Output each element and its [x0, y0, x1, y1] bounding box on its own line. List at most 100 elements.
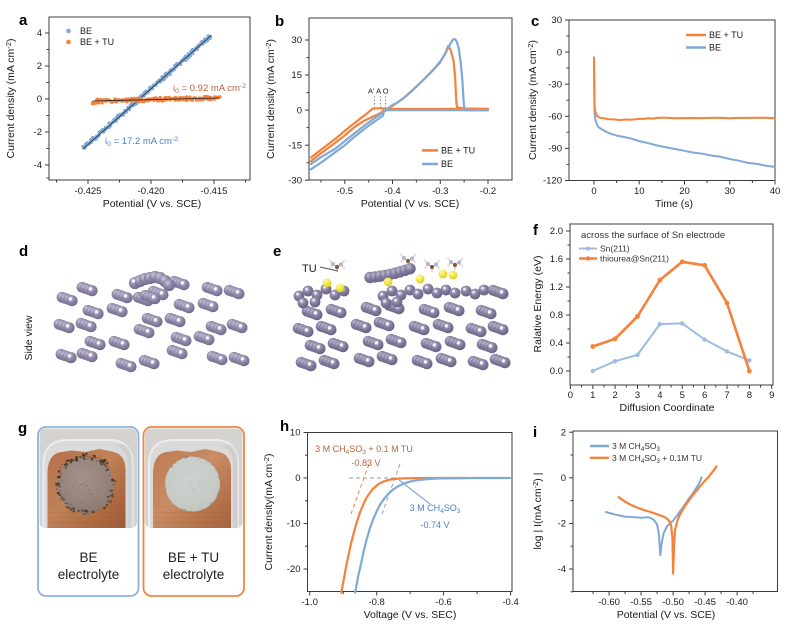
svg-text:TU: TU: [302, 263, 317, 275]
svg-text:Current density (mA cm-2​): Current density (mA cm-2​): [264, 39, 277, 159]
svg-text:5: 5: [680, 390, 685, 401]
svg-text:30: 30: [551, 15, 562, 26]
svg-text:0: 0: [557, 47, 562, 58]
svg-text:-0.420: -0.420: [138, 186, 165, 197]
svg-text:BE + TU: BE + TU: [441, 146, 475, 156]
svg-text:10: 10: [634, 186, 645, 197]
svg-text:30: 30: [724, 186, 735, 197]
svg-text:0: 0: [295, 473, 300, 484]
svg-text:Time (s): Time (s): [655, 198, 693, 210]
svg-text:3 M CH4​SO3​ + 0.1 M TU: 3 M CH4​SO3​ + 0.1 M TU: [315, 444, 413, 456]
svg-text:-120: -120: [543, 176, 562, 187]
svg-text:-0.8: -0.8: [368, 597, 384, 608]
svg-text:-0.2: -0.2: [480, 186, 496, 197]
svg-text:0: 0: [568, 390, 573, 401]
svg-text:-90: -90: [548, 144, 562, 155]
svg-text:-1.0: -1.0: [302, 597, 318, 608]
svg-text:BE + TU: BE + TU: [168, 550, 219, 565]
svg-text:a: a: [19, 12, 28, 29]
svg-text:d: d: [19, 243, 28, 260]
svg-text:15: 15: [291, 70, 302, 81]
svg-text:0: 0: [561, 473, 566, 484]
svg-text:-2: -2: [34, 127, 42, 138]
svg-text:i0​ = 0.92 mA cm-2​: i0​ = 0.92 mA cm-2​: [173, 83, 246, 95]
svg-text:-0.40: -0.40: [726, 597, 748, 608]
svg-text:BE: BE: [709, 43, 721, 53]
svg-text:Diffusion Coordinate: Diffusion Coordinate: [620, 402, 715, 414]
svg-text:e: e: [273, 243, 281, 260]
svg-text:-60: -60: [548, 111, 562, 122]
svg-text:log | I(mA cm-2​) |: log | I(mA cm-2​) |: [531, 473, 544, 550]
svg-text:Current density(mA cm-2​): Current density(mA cm-2​): [262, 454, 275, 571]
svg-text:Potential (V vs. SCE): Potential (V vs. SCE): [617, 609, 716, 621]
svg-text:BE: BE: [441, 159, 453, 169]
svg-text:-0.60: -0.60: [598, 597, 620, 608]
svg-text:1.2: 1.2: [550, 282, 563, 293]
svg-text:-0.74 V: -0.74 V: [420, 520, 449, 530]
svg-text:0.4: 0.4: [550, 338, 563, 349]
svg-text:Current density (mA cm-2​): Current density (mA cm-2​): [526, 40, 539, 160]
svg-text:Potential (V vs. SCE): Potential (V vs. SCE): [103, 198, 202, 210]
svg-text:2: 2: [37, 61, 42, 72]
svg-text:BE + TU: BE + TU: [80, 37, 114, 47]
svg-text:Side view: Side view: [23, 315, 35, 360]
svg-text:electrolyte: electrolyte: [163, 567, 225, 582]
svg-text:-30: -30: [288, 175, 302, 186]
svg-text:-4: -4: [558, 564, 566, 575]
svg-text:g: g: [18, 420, 27, 437]
svg-text:2.0: 2.0: [550, 226, 563, 237]
svg-text:6: 6: [702, 390, 707, 401]
svg-text:Voltage (V vs. SEC): Voltage (V vs. SEC): [364, 609, 457, 621]
svg-text:b: b: [275, 13, 284, 30]
svg-text:-0.425: -0.425: [75, 186, 102, 197]
svg-text:30: 30: [291, 35, 302, 46]
svg-text:40: 40: [770, 186, 781, 197]
svg-text:electrolyte: electrolyte: [58, 567, 120, 582]
svg-text:-2: -2: [558, 519, 566, 530]
svg-text:0.8: 0.8: [550, 310, 563, 321]
svg-text:0: 0: [37, 94, 42, 105]
svg-text:3 M CH4​SO3​: 3 M CH4​SO3​: [612, 441, 661, 453]
svg-text:-15: -15: [288, 140, 302, 151]
svg-text:i0​ = 17.2 mA cm-2​: i0​ = 17.2 mA cm-2​: [105, 136, 178, 148]
svg-text:-30: -30: [548, 79, 562, 90]
svg-text:across the surface of Sn elect: across the surface of Sn electrode: [581, 230, 725, 241]
svg-text:20: 20: [679, 186, 690, 197]
svg-text:Sn(211): Sn(211): [600, 244, 630, 254]
svg-text:0: 0: [297, 105, 302, 116]
svg-text:4: 4: [37, 28, 42, 39]
svg-text:-0.83 V: -0.83 V: [351, 458, 380, 468]
svg-text:-0.50: -0.50: [662, 597, 684, 608]
svg-text:Current density (mA cm-2​): Current density (mA cm-2​): [4, 39, 17, 159]
svg-text:BE + TU: BE + TU: [709, 30, 743, 40]
svg-text:-0.4: -0.4: [384, 186, 400, 197]
svg-text:0: 0: [591, 186, 596, 197]
svg-text:h: h: [280, 418, 289, 435]
svg-text:2: 2: [561, 427, 566, 438]
svg-text:-0.3: -0.3: [432, 186, 448, 197]
svg-text:f: f: [533, 222, 539, 239]
svg-text:-0.415: -0.415: [201, 186, 228, 197]
svg-text:-0.55: -0.55: [630, 597, 652, 608]
svg-text:10: 10: [290, 428, 301, 439]
svg-text:1.6: 1.6: [550, 254, 563, 265]
svg-text:BE: BE: [80, 26, 92, 36]
svg-text:0.0: 0.0: [550, 366, 563, 377]
svg-text:3 M CH4​SO3​: 3 M CH4​SO3​: [410, 503, 461, 515]
svg-text:A' A O: A' A O: [368, 87, 389, 96]
svg-text:1: 1: [590, 390, 595, 401]
svg-text:thiourea@Sn(211): thiourea@Sn(211): [600, 254, 669, 264]
svg-text:7: 7: [724, 390, 729, 401]
svg-text:4: 4: [657, 390, 662, 401]
svg-text:-0.5: -0.5: [337, 186, 353, 197]
svg-text:-0.6: -0.6: [435, 597, 451, 608]
svg-text:Ralative Energy (eV): Ralative Energy (eV): [532, 256, 544, 353]
svg-text:BE: BE: [79, 550, 97, 565]
svg-text:3 M CH4​SO3​ + 0.1M TU: 3 M CH4​SO3​ + 0.1M TU: [612, 453, 702, 465]
svg-text:-0.4: -0.4: [502, 597, 518, 608]
svg-text:8: 8: [747, 390, 752, 401]
svg-text:c: c: [531, 13, 539, 30]
svg-text:-0.45: -0.45: [694, 597, 716, 608]
svg-text:9: 9: [769, 390, 774, 401]
svg-text:2: 2: [612, 390, 617, 401]
